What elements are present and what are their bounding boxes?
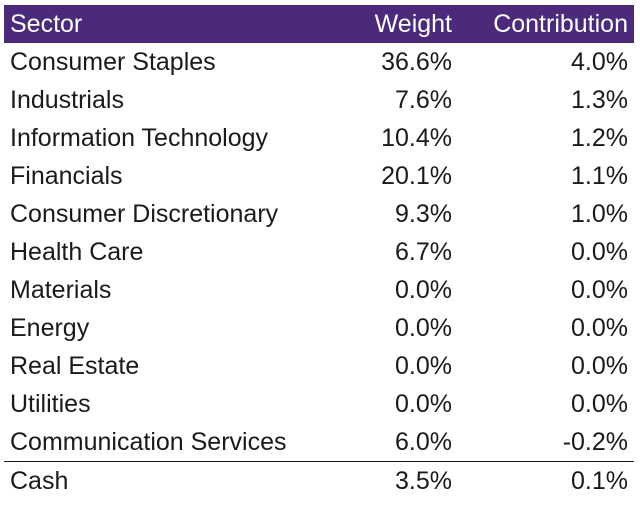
table-row: Materials 0.0% 0.0% xyxy=(4,271,634,309)
weight-cell: 9.3% xyxy=(395,200,452,228)
contribution-cell: -0.2% xyxy=(562,428,628,456)
contribution-cell: 1.3% xyxy=(571,86,628,114)
sector-column-header: Sector xyxy=(10,10,83,38)
table-row: Industrials 7.6% 1.3% xyxy=(4,81,634,119)
sector-cell: Industrials xyxy=(10,86,124,114)
sector-cell: Consumer Discretionary xyxy=(10,200,279,228)
weight-cell: 36.6% xyxy=(381,48,452,76)
contribution-cell: 4.0% xyxy=(571,48,628,76)
contribution-cell: 0.0% xyxy=(571,276,628,304)
table-row: Communication Services 6.0% -0.2% xyxy=(4,423,634,462)
contribution-cell: 1.0% xyxy=(571,200,628,228)
contribution-cell: 1.1% xyxy=(571,162,628,190)
weight-column-header: Weight xyxy=(374,10,452,38)
sector-cell: Health Care xyxy=(10,238,144,266)
weight-cell: 20.1% xyxy=(381,162,452,190)
sector-cell: Utilities xyxy=(10,390,91,418)
weight-cell: 6.0% xyxy=(395,428,452,456)
cash-row: Cash 3.5% 0.1% xyxy=(4,461,634,500)
weight-cell: 0.0% xyxy=(395,390,452,418)
weight-cell: 10.4% xyxy=(381,124,452,152)
weight-cell: 0.0% xyxy=(395,314,452,342)
contribution-cell: 0.0% xyxy=(571,238,628,266)
table-row: Energy 0.0% 0.0% xyxy=(4,309,634,347)
sector-table-container: Sector Weight Contribution Consumer Stap… xyxy=(4,5,634,500)
sector-cell: Information Technology xyxy=(10,124,269,152)
contribution-cell: 0.0% xyxy=(571,390,628,418)
table-row: Consumer Staples 36.6% 4.0% xyxy=(4,43,634,81)
sector-cell: Consumer Staples xyxy=(10,48,216,76)
weight-cell: 7.6% xyxy=(395,86,452,114)
weight-cell: 0.0% xyxy=(395,352,452,380)
sector-contribution-table: Sector Weight Contribution Consumer Stap… xyxy=(4,5,634,500)
table-row: Information Technology 10.4% 1.2% xyxy=(4,119,634,157)
contribution-cell: 0.0% xyxy=(571,352,628,380)
contribution-cell: 0.0% xyxy=(571,314,628,342)
sector-cell: Financials xyxy=(10,162,123,190)
table-row: Real Estate 0.0% 0.0% xyxy=(4,347,634,385)
table-header-row: Sector Weight Contribution xyxy=(4,5,634,43)
weight-cell: 3.5% xyxy=(356,461,456,500)
sector-cell: Materials xyxy=(10,276,112,304)
table-row: Health Care 6.7% 0.0% xyxy=(4,233,634,271)
table-row: Consumer Discretionary 9.3% 1.0% xyxy=(4,195,634,233)
table-row: Financials 20.1% 1.1% xyxy=(4,157,634,195)
table-row: Utilities 0.0% 0.0% xyxy=(4,385,634,423)
contribution-column-header: Contribution xyxy=(493,10,628,38)
contribution-cell: 0.1% xyxy=(456,461,634,500)
sector-cell: Cash xyxy=(4,461,356,500)
sector-cell: Energy xyxy=(10,314,90,342)
weight-cell: 0.0% xyxy=(395,276,452,304)
weight-cell: 6.7% xyxy=(395,238,452,266)
contribution-cell: 1.2% xyxy=(571,124,628,152)
sector-cell: Real Estate xyxy=(10,352,140,380)
sector-cell: Communication Services xyxy=(10,428,287,456)
